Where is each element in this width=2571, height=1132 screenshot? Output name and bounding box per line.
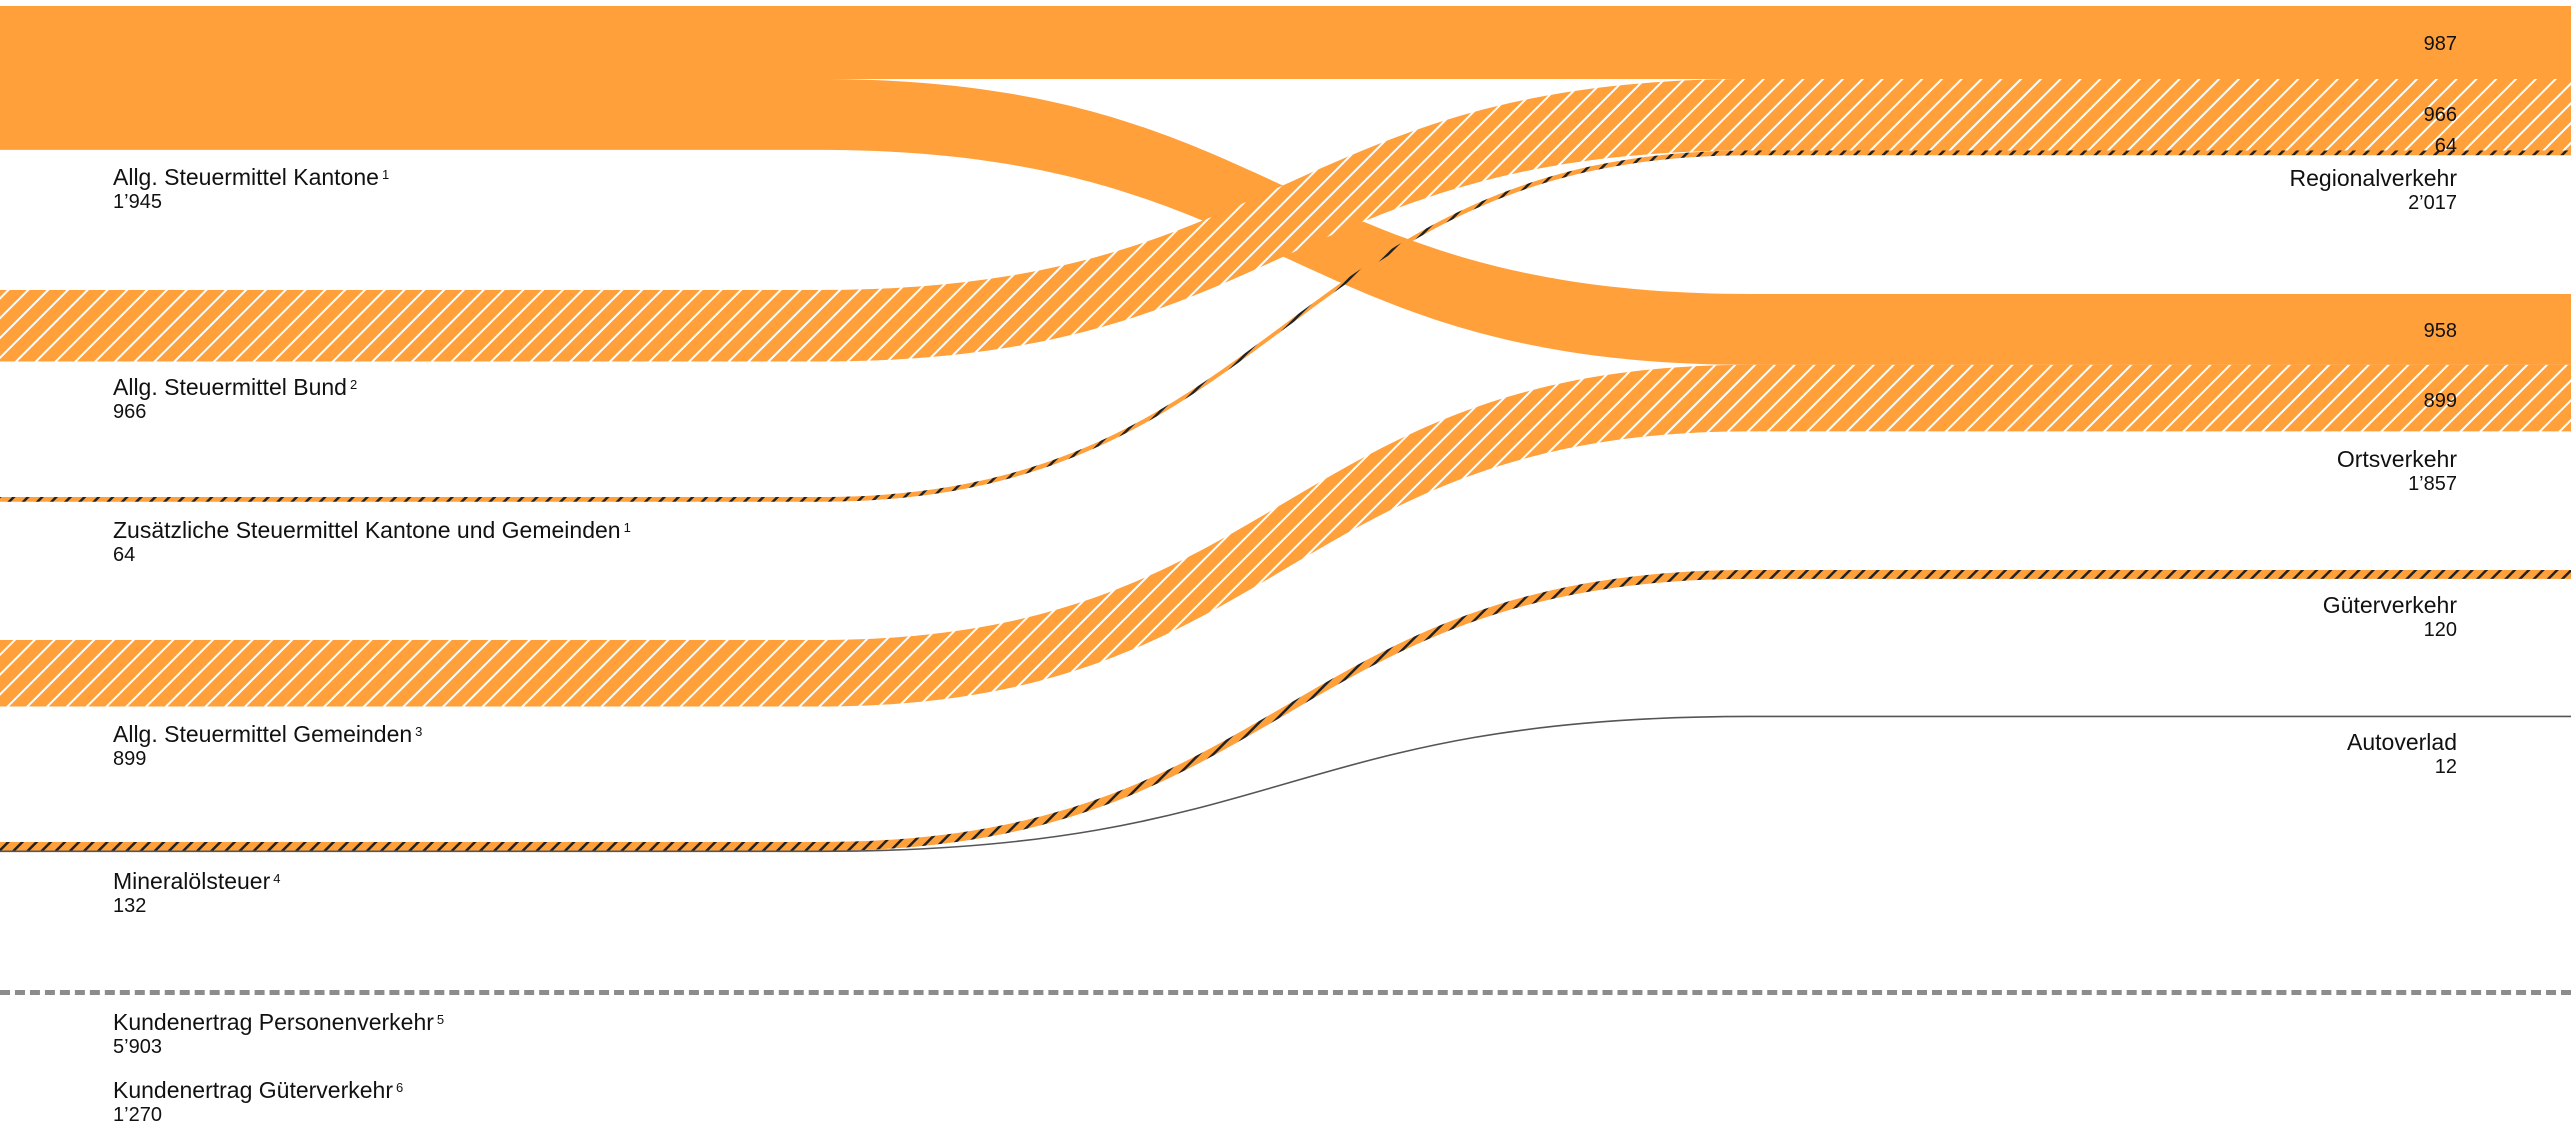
- flow-value-bund-regional: 966: [2423, 104, 2457, 126]
- footer-value: 5’903: [113, 1036, 162, 1058]
- footnote-marker: 5: [436, 1012, 445, 1027]
- footnote-marker: 1: [381, 167, 390, 182]
- footnote-marker: 3: [415, 724, 423, 739]
- target-label-autoverlad: Autoverlad 12: [2347, 729, 2457, 779]
- flow-gemeinden-orts: [0, 364, 2571, 707]
- source-label-gemeinden: Allg. Steuermittel Gemeinden 3 899: [113, 721, 422, 771]
- source-name: Allg. Steuermittel Gemeinden: [113, 721, 413, 747]
- source-name: Allg. Steuermittel Bund: [113, 374, 347, 400]
- footer-item-gueterverkehr: Kundenertrag Güterverkehr 6 1’270: [113, 1077, 403, 1127]
- target-label-gueter: Güterverkehr 120: [2323, 592, 2457, 642]
- footer-value: 1’270: [113, 1104, 162, 1126]
- footer-name: Kundenertrag Güterverkehr: [113, 1077, 393, 1103]
- target-value: 2’017: [2408, 192, 2457, 214]
- flow-mineraloel-gueter: [0, 570, 2571, 851]
- source-value: 1’945: [113, 191, 162, 213]
- footnote-marker: 6: [396, 1080, 404, 1095]
- flow-value-gemeinden-orts: 899: [2423, 390, 2457, 412]
- source-value: 899: [113, 748, 147, 770]
- source-label-kantone: Allg. Steuermittel Kantone 1 1’945: [113, 164, 389, 214]
- target-label-orts: Ortsverkehr 1’857: [2337, 446, 2457, 496]
- target-name: Autoverlad: [2347, 729, 2457, 755]
- source-label-mineraloel: Mineralölsteuer 4 132: [113, 868, 280, 918]
- target-value: 120: [2423, 619, 2457, 641]
- source-name: Mineralölsteuer: [113, 868, 271, 894]
- source-label-bund: Allg. Steuermittel Bund 2 966: [113, 374, 357, 424]
- target-label-regional: Regionalverkehr 2’017: [2290, 165, 2457, 215]
- target-name: Regionalverkehr: [2289, 165, 2457, 191]
- footer-item-personenverkehr: Kundenertrag Personenverkehr 5 5’903: [113, 1009, 444, 1059]
- source-label-zusatz: Zusätzliche Steuermittel Kantone und Gem…: [113, 517, 631, 567]
- source-value: 64: [113, 544, 136, 566]
- flow-zusatz-regional: [0, 150, 2571, 502]
- source-name: Zusätzliche Steuermittel Kantone und Gem…: [113, 517, 621, 543]
- divider: [0, 990, 2571, 995]
- source-name: Allg. Steuermittel Kantone: [113, 164, 379, 190]
- flow-value-kantone-orts: 958: [2423, 320, 2457, 342]
- target-value: 12: [2434, 756, 2457, 778]
- target-value: 1’857: [2408, 473, 2457, 495]
- footer-name: Kundenertrag Personenverkehr: [113, 1009, 434, 1035]
- footnote-marker: 2: [349, 377, 358, 392]
- source-value: 132: [113, 895, 147, 917]
- flow-kantone-regional: [0, 6, 2571, 80]
- flow-value-zusatz-regional: 64: [2434, 135, 2457, 157]
- source-value: 966: [113, 401, 147, 423]
- flow-bund-regional: [0, 79, 2571, 362]
- footnote-marker: 4: [273, 871, 281, 886]
- target-name: Güterverkehr: [2322, 592, 2457, 618]
- footnote-marker: 1: [623, 520, 631, 535]
- flow-mineraloel-autoverlad: [0, 715, 2571, 853]
- flow-value-kantone-regional: 987: [2423, 33, 2457, 55]
- target-name: Ortsverkehr: [2336, 446, 2457, 472]
